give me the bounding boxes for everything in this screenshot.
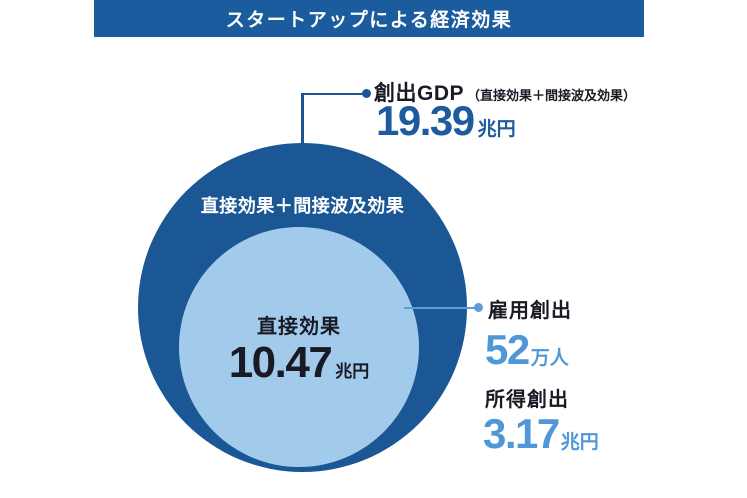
inner-circle-content: 直接効果 10.47 兆円 [179, 310, 419, 385]
gdp-label: 創出GDP [374, 82, 465, 105]
direct-effect-unit: 兆円 [335, 362, 370, 381]
employment-connector-dot-icon [474, 303, 483, 312]
income-label: 所得創出 [485, 389, 569, 411]
employment-connector-line [404, 306, 477, 309]
gdp-value-row: 19.39 兆円 [376, 100, 516, 142]
employment-value-row: 52 万人 [485, 329, 569, 371]
direct-effect-value-row: 10.47 兆円 [229, 341, 370, 385]
income-value: 3.17 [483, 410, 560, 457]
page-title: スタートアップによる経済効果 [225, 10, 513, 31]
gdp-unit: 兆円 [477, 119, 516, 140]
income-unit: 兆円 [560, 432, 599, 453]
employment-value: 52 [485, 326, 530, 373]
employment-label: 雇用創出 [488, 300, 572, 322]
gdp-annotation-label-row: 創出GDP （直接効果＋間接波及効果） [374, 77, 636, 107]
outer-circle-label: 直接効果＋間接波及効果 [200, 196, 405, 216]
direct-effect-value: 10.47 [228, 338, 333, 387]
gdp-connector-horizontal-line [301, 92, 365, 95]
title-banner: スタートアップによる経済効果 [94, 0, 644, 37]
inner-effect-circle [179, 227, 419, 467]
gdp-connector-dot-icon [362, 89, 371, 98]
employment-unit: 万人 [530, 348, 569, 369]
gdp-connector-vertical-line [301, 94, 304, 145]
income-value-row: 3.17 兆円 [483, 413, 599, 455]
gdp-sublabel: （直接効果＋間接波及効果） [467, 88, 637, 103]
inner-circle-label: 直接効果 [257, 316, 341, 338]
gdp-value: 19.39 [376, 97, 475, 144]
